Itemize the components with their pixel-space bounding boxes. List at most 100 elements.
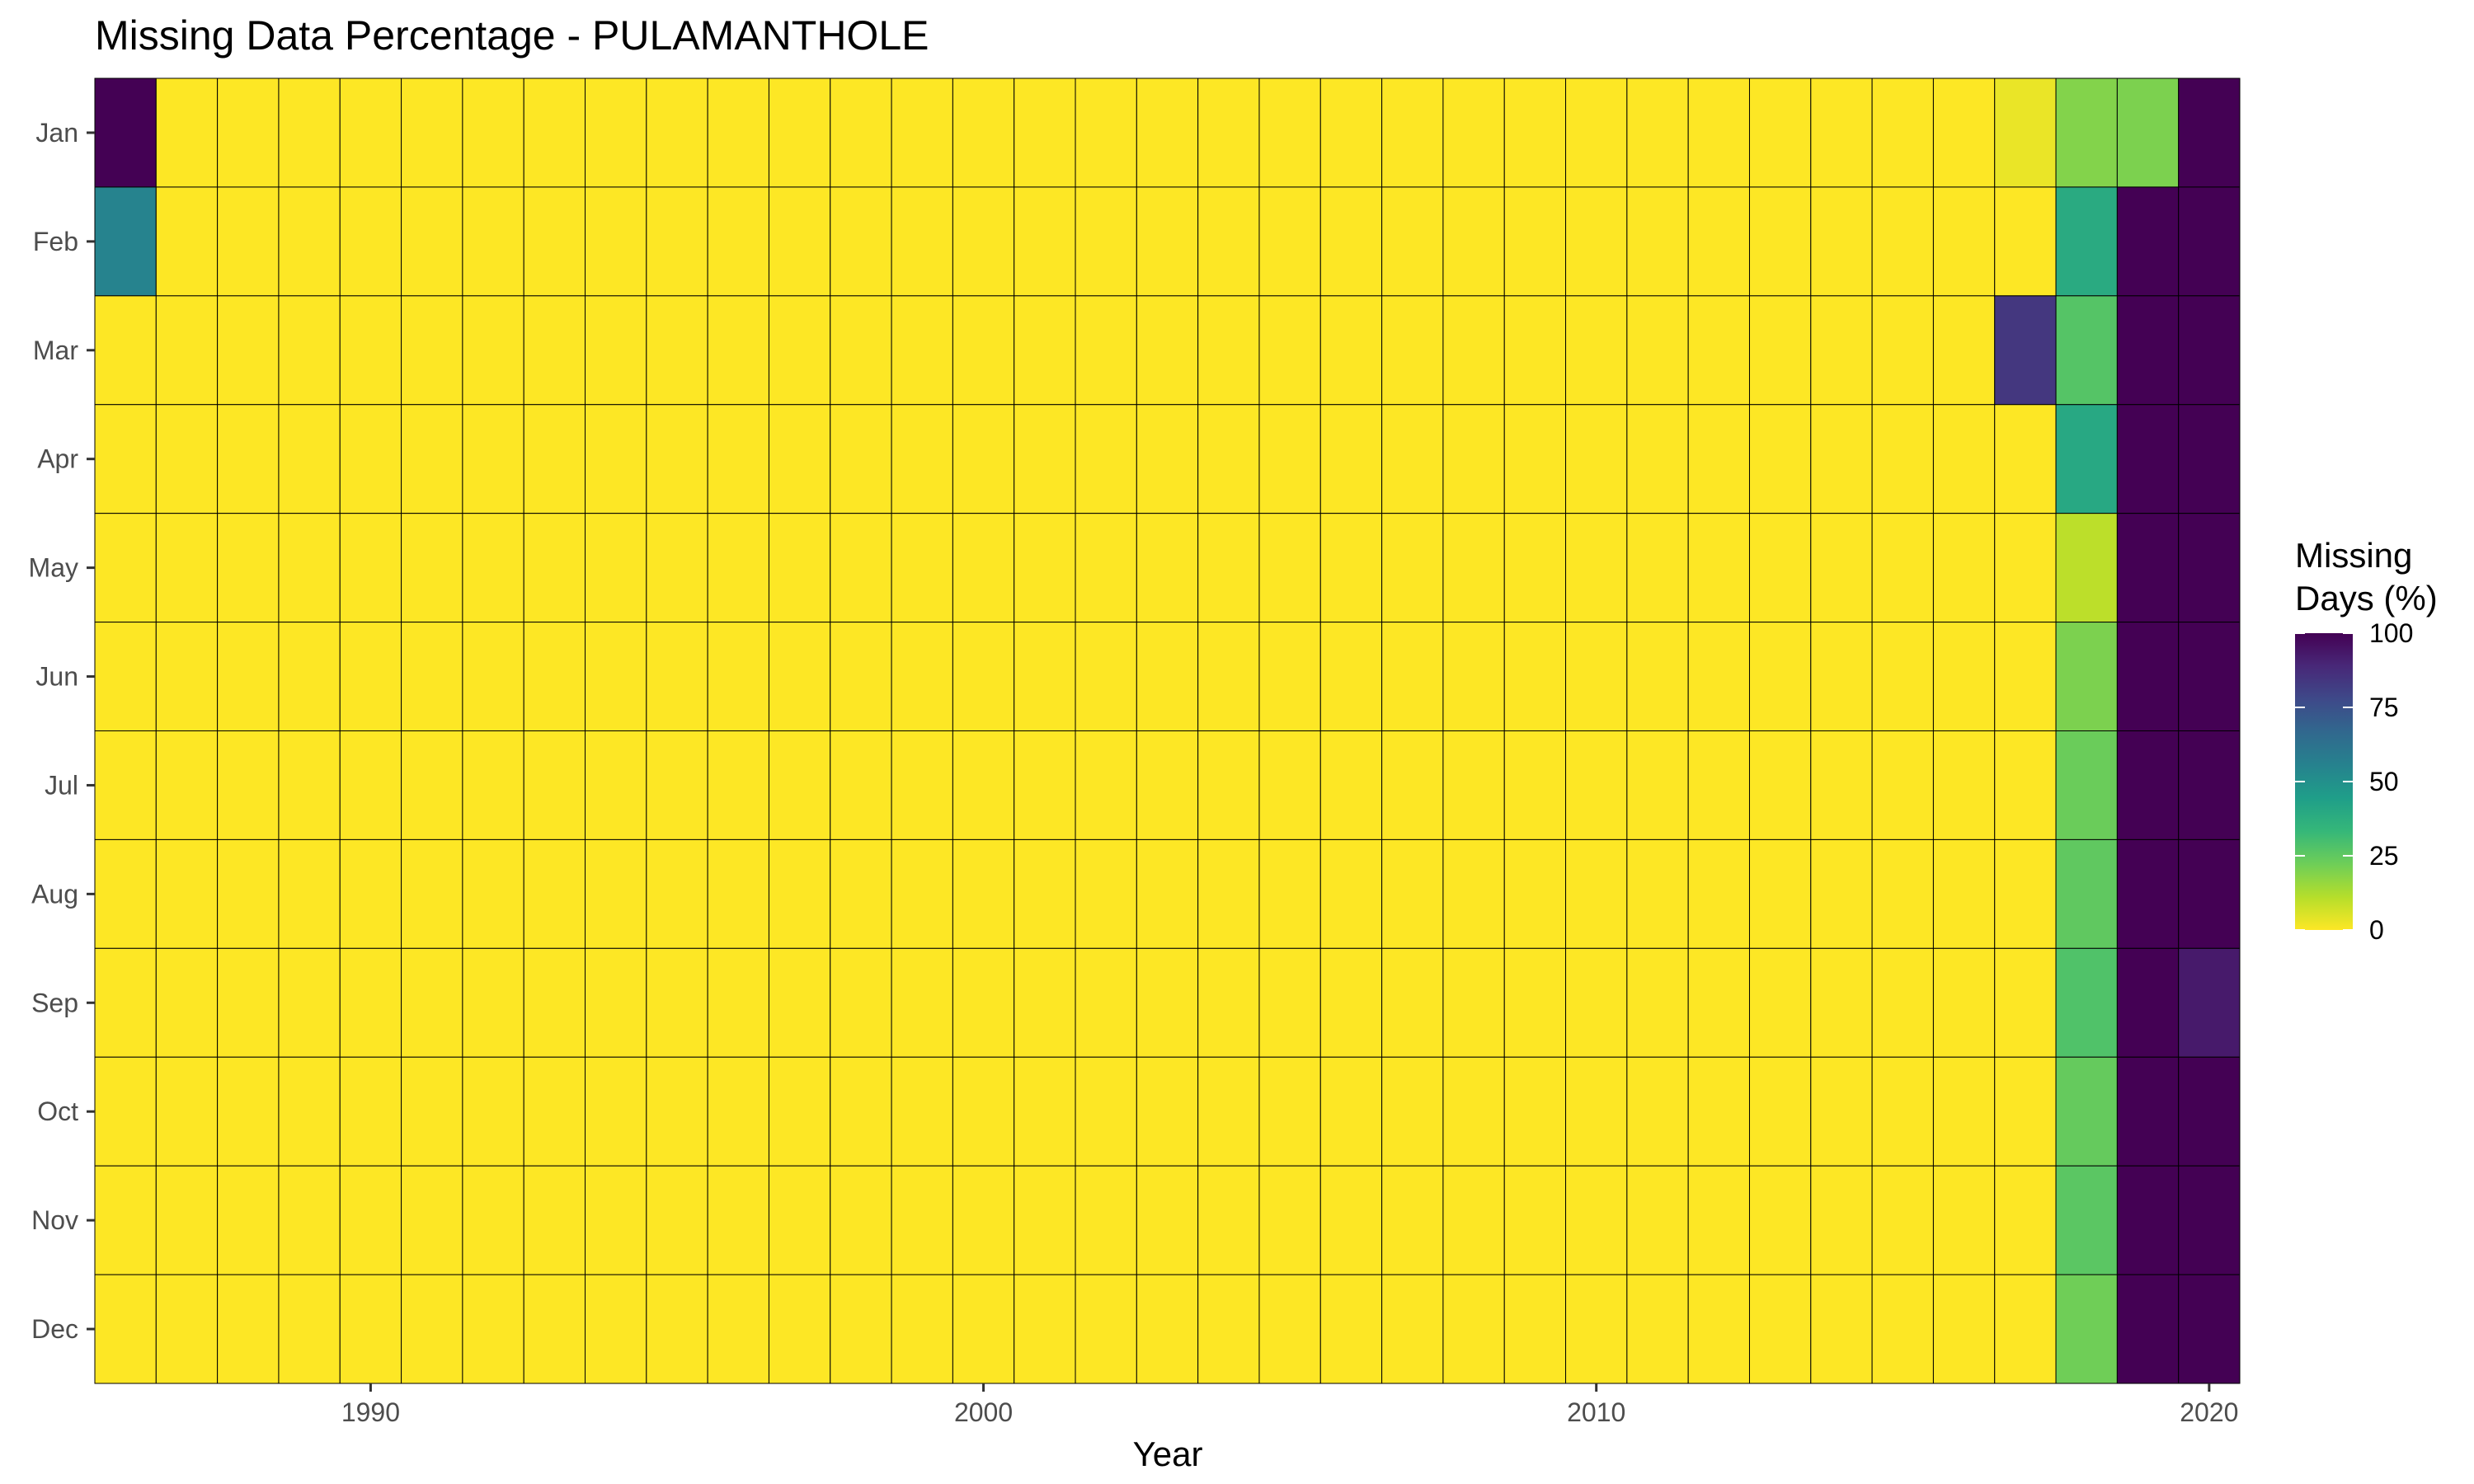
heatmap-cell-2019-feb	[2116, 186, 2180, 297]
heatmap-cell-2005-oct	[1258, 1056, 1321, 1167]
heatmap-cell-2016-mar	[1932, 295, 1996, 406]
heatmap-cell-1991-nov	[401, 1165, 463, 1275]
heatmap-cell-2006-may	[1319, 513, 1383, 623]
heatmap-cell-1995-aug	[646, 838, 708, 949]
heatmap-cell-1999-sep	[891, 947, 953, 1058]
heatmap-cell-1992-jul	[462, 730, 524, 840]
heatmap-cell-2005-may	[1258, 513, 1321, 623]
heatmap-cell-1989-jul	[278, 730, 341, 840]
heatmap-cell-2016-oct	[1932, 1056, 1996, 1167]
heatmap-cell-1991-jan	[401, 77, 463, 188]
heatmap-cell-1994-feb	[585, 186, 647, 297]
heatmap-cell-1989-jun	[278, 622, 341, 731]
heatmap-cell-2012-jul	[1687, 730, 1750, 840]
heatmap-cell-1988-jul	[217, 730, 280, 840]
heatmap-cell-1997-mar	[768, 295, 831, 406]
heatmap-cell-2015-apr	[1871, 404, 1934, 514]
heatmap-cell-1993-mar	[523, 295, 586, 406]
heatmap-cell-2014-jan	[1810, 77, 1873, 188]
heatmap-cell-1991-apr	[401, 404, 463, 514]
heatmap-cell-2004-nov	[1197, 1165, 1260, 1275]
heatmap-cell-1998-jul	[830, 730, 892, 840]
heatmap-cell-1990-jul	[339, 730, 402, 840]
heatmap-cell-1994-aug	[585, 838, 647, 949]
heatmap-cell-1989-oct	[278, 1056, 341, 1167]
heatmap-cell-2002-sep	[1075, 947, 1137, 1058]
heatmap-cell-2014-nov	[1810, 1165, 1873, 1275]
legend-title-line2: Days (%)	[2295, 579, 2438, 618]
heatmap-cell-1998-nov	[830, 1165, 892, 1275]
heatmap-cell-2016-nov	[1932, 1165, 1996, 1275]
heatmap-cell-2001-may	[1014, 513, 1076, 623]
heatmap-cell-2009-jan	[1503, 77, 1567, 188]
y-tick-label-jan: Jan	[35, 118, 78, 148]
heatmap-cell-2018-aug	[2055, 838, 2118, 949]
heatmap-cell-2014-mar	[1810, 295, 1873, 406]
heatmap-cell-1986-jun	[94, 622, 157, 731]
heatmap-cell-2011-oct	[1626, 1056, 1689, 1167]
legend-tick-label-75: 75	[2369, 693, 2399, 722]
heatmap-cell-2020-dec	[2178, 1274, 2241, 1384]
heatmap-cell-1988-mar	[217, 295, 280, 406]
heatmap-cell-1993-jun	[523, 622, 586, 731]
heatmap-cell-2006-nov	[1319, 1165, 1383, 1275]
heatmap-cell-2014-aug	[1810, 838, 1873, 949]
heatmap-cell-2005-aug	[1258, 838, 1321, 949]
heatmap-cell-2005-jan	[1258, 77, 1321, 188]
heatmap-cell-2011-feb	[1626, 186, 1689, 297]
heatmap-cell-2009-apr	[1503, 404, 1567, 514]
heatmap-cell-2012-nov	[1687, 1165, 1750, 1275]
heatmap-cell-1996-aug	[707, 838, 769, 949]
heatmap-cell-1990-oct	[339, 1056, 402, 1167]
heatmap-cell-2003-sep	[1136, 947, 1199, 1058]
heatmap-cell-1989-jan	[278, 77, 341, 188]
heatmap-cell-2000-apr	[952, 404, 1015, 514]
heatmap-cell-2004-feb	[1197, 186, 1260, 297]
x-axis: 1990 2000 2010 2020	[341, 1383, 2238, 1427]
heatmap-cell-2006-jun	[1319, 622, 1383, 731]
heatmap-cell-2002-aug	[1075, 838, 1137, 949]
heatmap-cell-1999-apr	[891, 404, 953, 514]
heatmap-cell-2004-mar	[1197, 295, 1260, 406]
heatmap-cell-2007-may	[1381, 513, 1444, 623]
heatmap-cell-2003-oct	[1136, 1056, 1199, 1167]
heatmap-cell-2002-oct	[1075, 1056, 1137, 1167]
heatmap-cell-1998-jan	[830, 77, 892, 188]
heatmap-cell-2018-may	[2055, 513, 2118, 623]
heatmap-cell-2011-jan	[1626, 77, 1689, 188]
chart-title: Missing Data Percentage - PULAMANTHOLE	[95, 12, 929, 59]
heatmap-cell-1994-oct	[585, 1056, 647, 1167]
heatmap-cell-2011-dec	[1626, 1274, 1689, 1384]
heatmap-cell-2019-nov	[2116, 1165, 2180, 1275]
heatmap-cell-1996-sep	[707, 947, 769, 1058]
heatmap-cell-2009-mar	[1503, 295, 1567, 406]
heatmap-cell-2012-feb	[1687, 186, 1750, 297]
heatmap-cell-1990-aug	[339, 838, 402, 949]
legend-tick-label-100: 100	[2369, 618, 2413, 648]
heatmap-cell-2020-apr	[2178, 404, 2241, 514]
heatmap-cell-1997-jan	[768, 77, 831, 188]
heatmap-cell-2003-jan	[1136, 77, 1199, 188]
heatmap-cell-2007-jan	[1381, 77, 1444, 188]
heatmap-cell-1987-aug	[155, 838, 219, 949]
heatmap-cell-2015-feb	[1871, 186, 1934, 297]
heatmap-cell-2019-mar	[2116, 295, 2180, 406]
heatmap-cell-1999-jul	[891, 730, 953, 840]
heatmap-cell-1999-dec	[891, 1274, 953, 1384]
heatmap-cell-1992-jan	[462, 77, 524, 188]
heatmap-cell-2007-apr	[1381, 404, 1444, 514]
heatmap-cell-1991-jul	[401, 730, 463, 840]
heatmap-cell-2003-nov	[1136, 1165, 1199, 1275]
heatmap-cell-2009-dec	[1503, 1274, 1567, 1384]
heatmap-cell-2009-oct	[1503, 1056, 1567, 1167]
heatmap-cell-2020-oct	[2178, 1056, 2241, 1167]
heatmap-cell-1990-apr	[339, 404, 402, 514]
heatmap-cell-1987-dec	[155, 1274, 219, 1384]
heatmap-cell-1991-dec	[401, 1274, 463, 1384]
heatmap-cell-1997-jul	[768, 730, 831, 840]
heatmap-cell-2018-jan	[2055, 77, 2118, 188]
heatmap-cells	[94, 77, 2241, 1384]
heatmap-cell-2010-nov	[1565, 1165, 1628, 1275]
heatmap-cell-2013-apr	[1748, 404, 1812, 514]
